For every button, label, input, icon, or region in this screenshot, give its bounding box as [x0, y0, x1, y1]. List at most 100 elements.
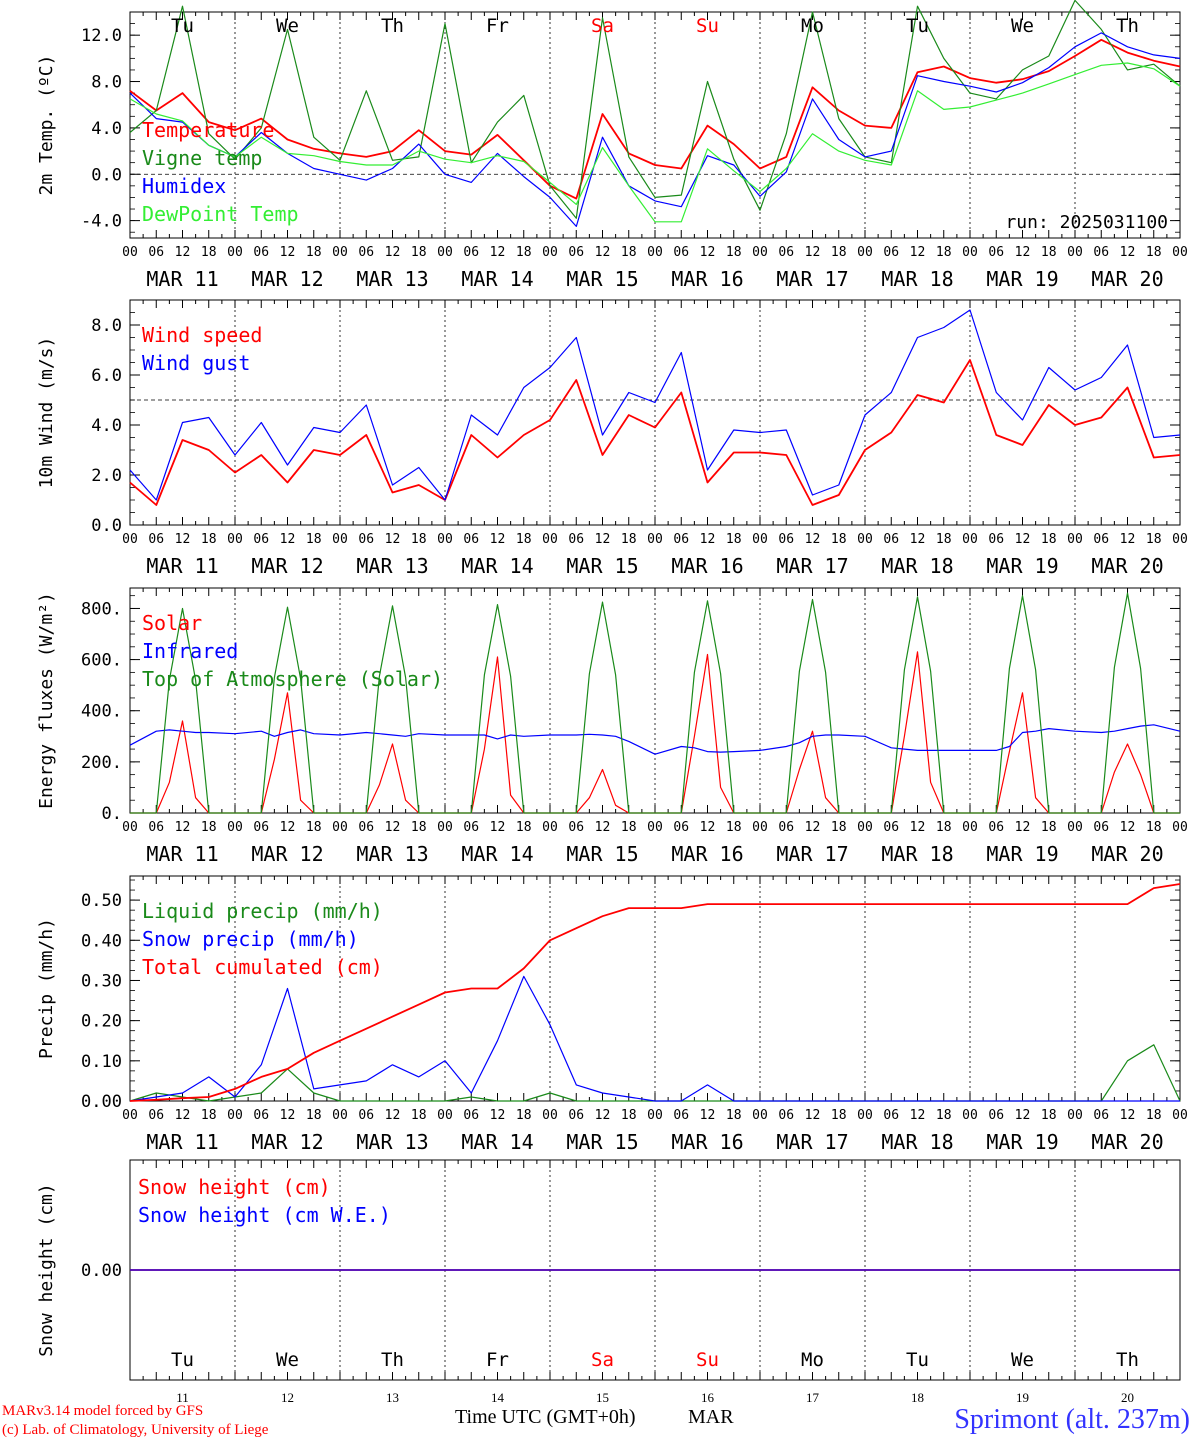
- date-label: MAR 14: [461, 842, 533, 866]
- weekday-label: We: [276, 1349, 299, 1371]
- hour-tick-label: 18: [936, 820, 952, 835]
- y-axis-label: Snow height (cm): [36, 1183, 57, 1356]
- hour-tick-label: 00: [647, 532, 663, 547]
- y-tick-label: 0.30: [81, 971, 122, 991]
- hour-tick-label: 18: [831, 532, 847, 547]
- date-label: MAR 17: [776, 1130, 848, 1154]
- hour-tick-label: 06: [883, 532, 899, 547]
- hour-tick-label: 00: [1172, 1108, 1188, 1123]
- hour-tick-label: 12: [1015, 245, 1031, 260]
- hour-tick-label: 12: [280, 532, 296, 547]
- weekday-label: We: [1011, 15, 1034, 37]
- date-label: MAR 13: [356, 267, 428, 291]
- date-label: MAR 11: [146, 1130, 218, 1154]
- day-number-label: 19: [1016, 1390, 1029, 1405]
- hour-tick-label: 00: [332, 820, 348, 835]
- date-label: MAR 19: [986, 1130, 1058, 1154]
- y-tick-label: 0.50: [81, 891, 122, 911]
- hour-tick-label: 18: [831, 820, 847, 835]
- hour-tick-label: 18: [1146, 820, 1162, 835]
- hour-tick-label: 00: [332, 245, 348, 260]
- hour-tick-label: 06: [883, 245, 899, 260]
- panel-3: 0.00 0.10 0.20 0.30 0.40 0.50 Precip (mm/h) Liq…: [36, 875, 1188, 1154]
- hour-tick-label: 00: [1067, 1108, 1083, 1123]
- hour-tick-label: 18: [411, 245, 427, 260]
- legend-entry: Infrared: [142, 639, 238, 663]
- hour-tick-label: 06: [673, 245, 689, 260]
- lab-credit: (c) Lab. of Climatology, University of L…: [2, 1422, 269, 1438]
- series-line-temperature: [129, 38, 1181, 200]
- day-number-label: 14: [491, 1390, 505, 1405]
- y-tick-label: 6.0: [91, 366, 122, 386]
- hour-tick-label: 12: [805, 532, 821, 547]
- hour-tick-label: 18: [726, 245, 742, 260]
- weekday-label: Th: [381, 1349, 404, 1371]
- series-line-wind-speed: [129, 359, 1181, 506]
- weekday-label: Fr: [486, 1349, 509, 1371]
- hour-tick-label: 00: [647, 820, 663, 835]
- hour-tick-label: 00: [122, 820, 138, 835]
- date-label: MAR 14: [461, 554, 533, 578]
- date-label: MAR 11: [146, 842, 218, 866]
- weekday-label: Tu: [906, 15, 929, 37]
- date-label: MAR 18: [881, 554, 953, 578]
- panel-0: -4.0 0.0 4.0 8.0 12.0 2m Temp. (ºC) Temperatur…: [36, 0, 1188, 291]
- day-number-label: 12: [281, 1390, 294, 1405]
- hour-tick-label: 00: [332, 1108, 348, 1123]
- date-label: MAR 15: [566, 1130, 638, 1154]
- hour-tick-label: 06: [253, 245, 269, 260]
- y-tick-label: 0.0: [91, 165, 122, 185]
- legend-entry: DewPoint Temp: [142, 202, 299, 226]
- hour-tick-label: 18: [726, 820, 742, 835]
- y-tick-label: 0.40: [81, 931, 122, 951]
- weekday-label: Th: [1116, 15, 1139, 37]
- y-tick-label: 0.00: [81, 1261, 122, 1281]
- series-line-top-of-atmosphere-solar: [130, 592, 1180, 814]
- date-label: MAR 14: [461, 267, 533, 291]
- weekday-label: Sa: [591, 1349, 614, 1371]
- weekday-label: Th: [381, 15, 404, 37]
- hour-tick-label: 12: [175, 1108, 191, 1123]
- hour-tick-label: 18: [621, 1108, 637, 1123]
- hour-tick-label: 18: [621, 820, 637, 835]
- hour-tick-label: 06: [148, 245, 164, 260]
- x-axis-label: Time UTC (GMT+0h): [455, 1406, 636, 1428]
- hour-tick-label: 12: [1120, 532, 1136, 547]
- date-label: MAR 18: [881, 842, 953, 866]
- hour-tick-label: 06: [988, 820, 1004, 835]
- hour-tick-label: 18: [411, 532, 427, 547]
- hour-tick-label: 06: [988, 245, 1004, 260]
- legend-entry: Snow height (cm): [138, 1175, 331, 1199]
- hour-tick-label: 18: [516, 1108, 532, 1123]
- panel-1: 0.0 2.0 4.0 6.0 8.0 10m Wind (m/s) Wind speed W…: [36, 299, 1188, 578]
- hour-tick-label: 06: [673, 820, 689, 835]
- day-number-label: 15: [596, 1390, 609, 1405]
- hour-tick-label: 06: [358, 532, 374, 547]
- legend-entry: Total cumulated (cm): [142, 955, 383, 979]
- hour-tick-label: 12: [700, 1108, 716, 1123]
- hour-tick-label: 00: [542, 532, 558, 547]
- hour-tick-label: 06: [988, 532, 1004, 547]
- series-line-wind-gust: [129, 309, 1181, 501]
- hour-tick-label: 06: [358, 1108, 374, 1123]
- date-label: MAR 20: [1091, 1130, 1163, 1154]
- hour-tick-label: 00: [857, 1108, 873, 1123]
- hour-tick-label: 12: [1120, 245, 1136, 260]
- hour-tick-label: 00: [1172, 245, 1188, 260]
- weekday-label: Tu: [171, 1349, 194, 1371]
- hour-tick-label: 00: [332, 532, 348, 547]
- hour-tick-label: 18: [306, 532, 322, 547]
- hour-tick-label: 00: [647, 1108, 663, 1123]
- hour-tick-label: 00: [1172, 820, 1188, 835]
- legend-entry: Top of Atmosphere (Solar): [142, 667, 443, 691]
- hour-tick-label: 12: [175, 820, 191, 835]
- hour-tick-label: 18: [201, 532, 217, 547]
- hour-tick-label: 00: [542, 245, 558, 260]
- panel-2: 0. 200. 400. 600. 800. Energy fluxes (W/m²) So…: [36, 587, 1188, 866]
- legend-entry: Wind gust: [142, 351, 250, 375]
- y-axis-label: Energy fluxes (W/m²): [36, 592, 57, 809]
- legend-entry: Snow height (cm W.E.): [138, 1203, 391, 1227]
- hour-tick-label: 06: [463, 1108, 479, 1123]
- date-label: MAR 15: [566, 842, 638, 866]
- hour-tick-label: 18: [1146, 1108, 1162, 1123]
